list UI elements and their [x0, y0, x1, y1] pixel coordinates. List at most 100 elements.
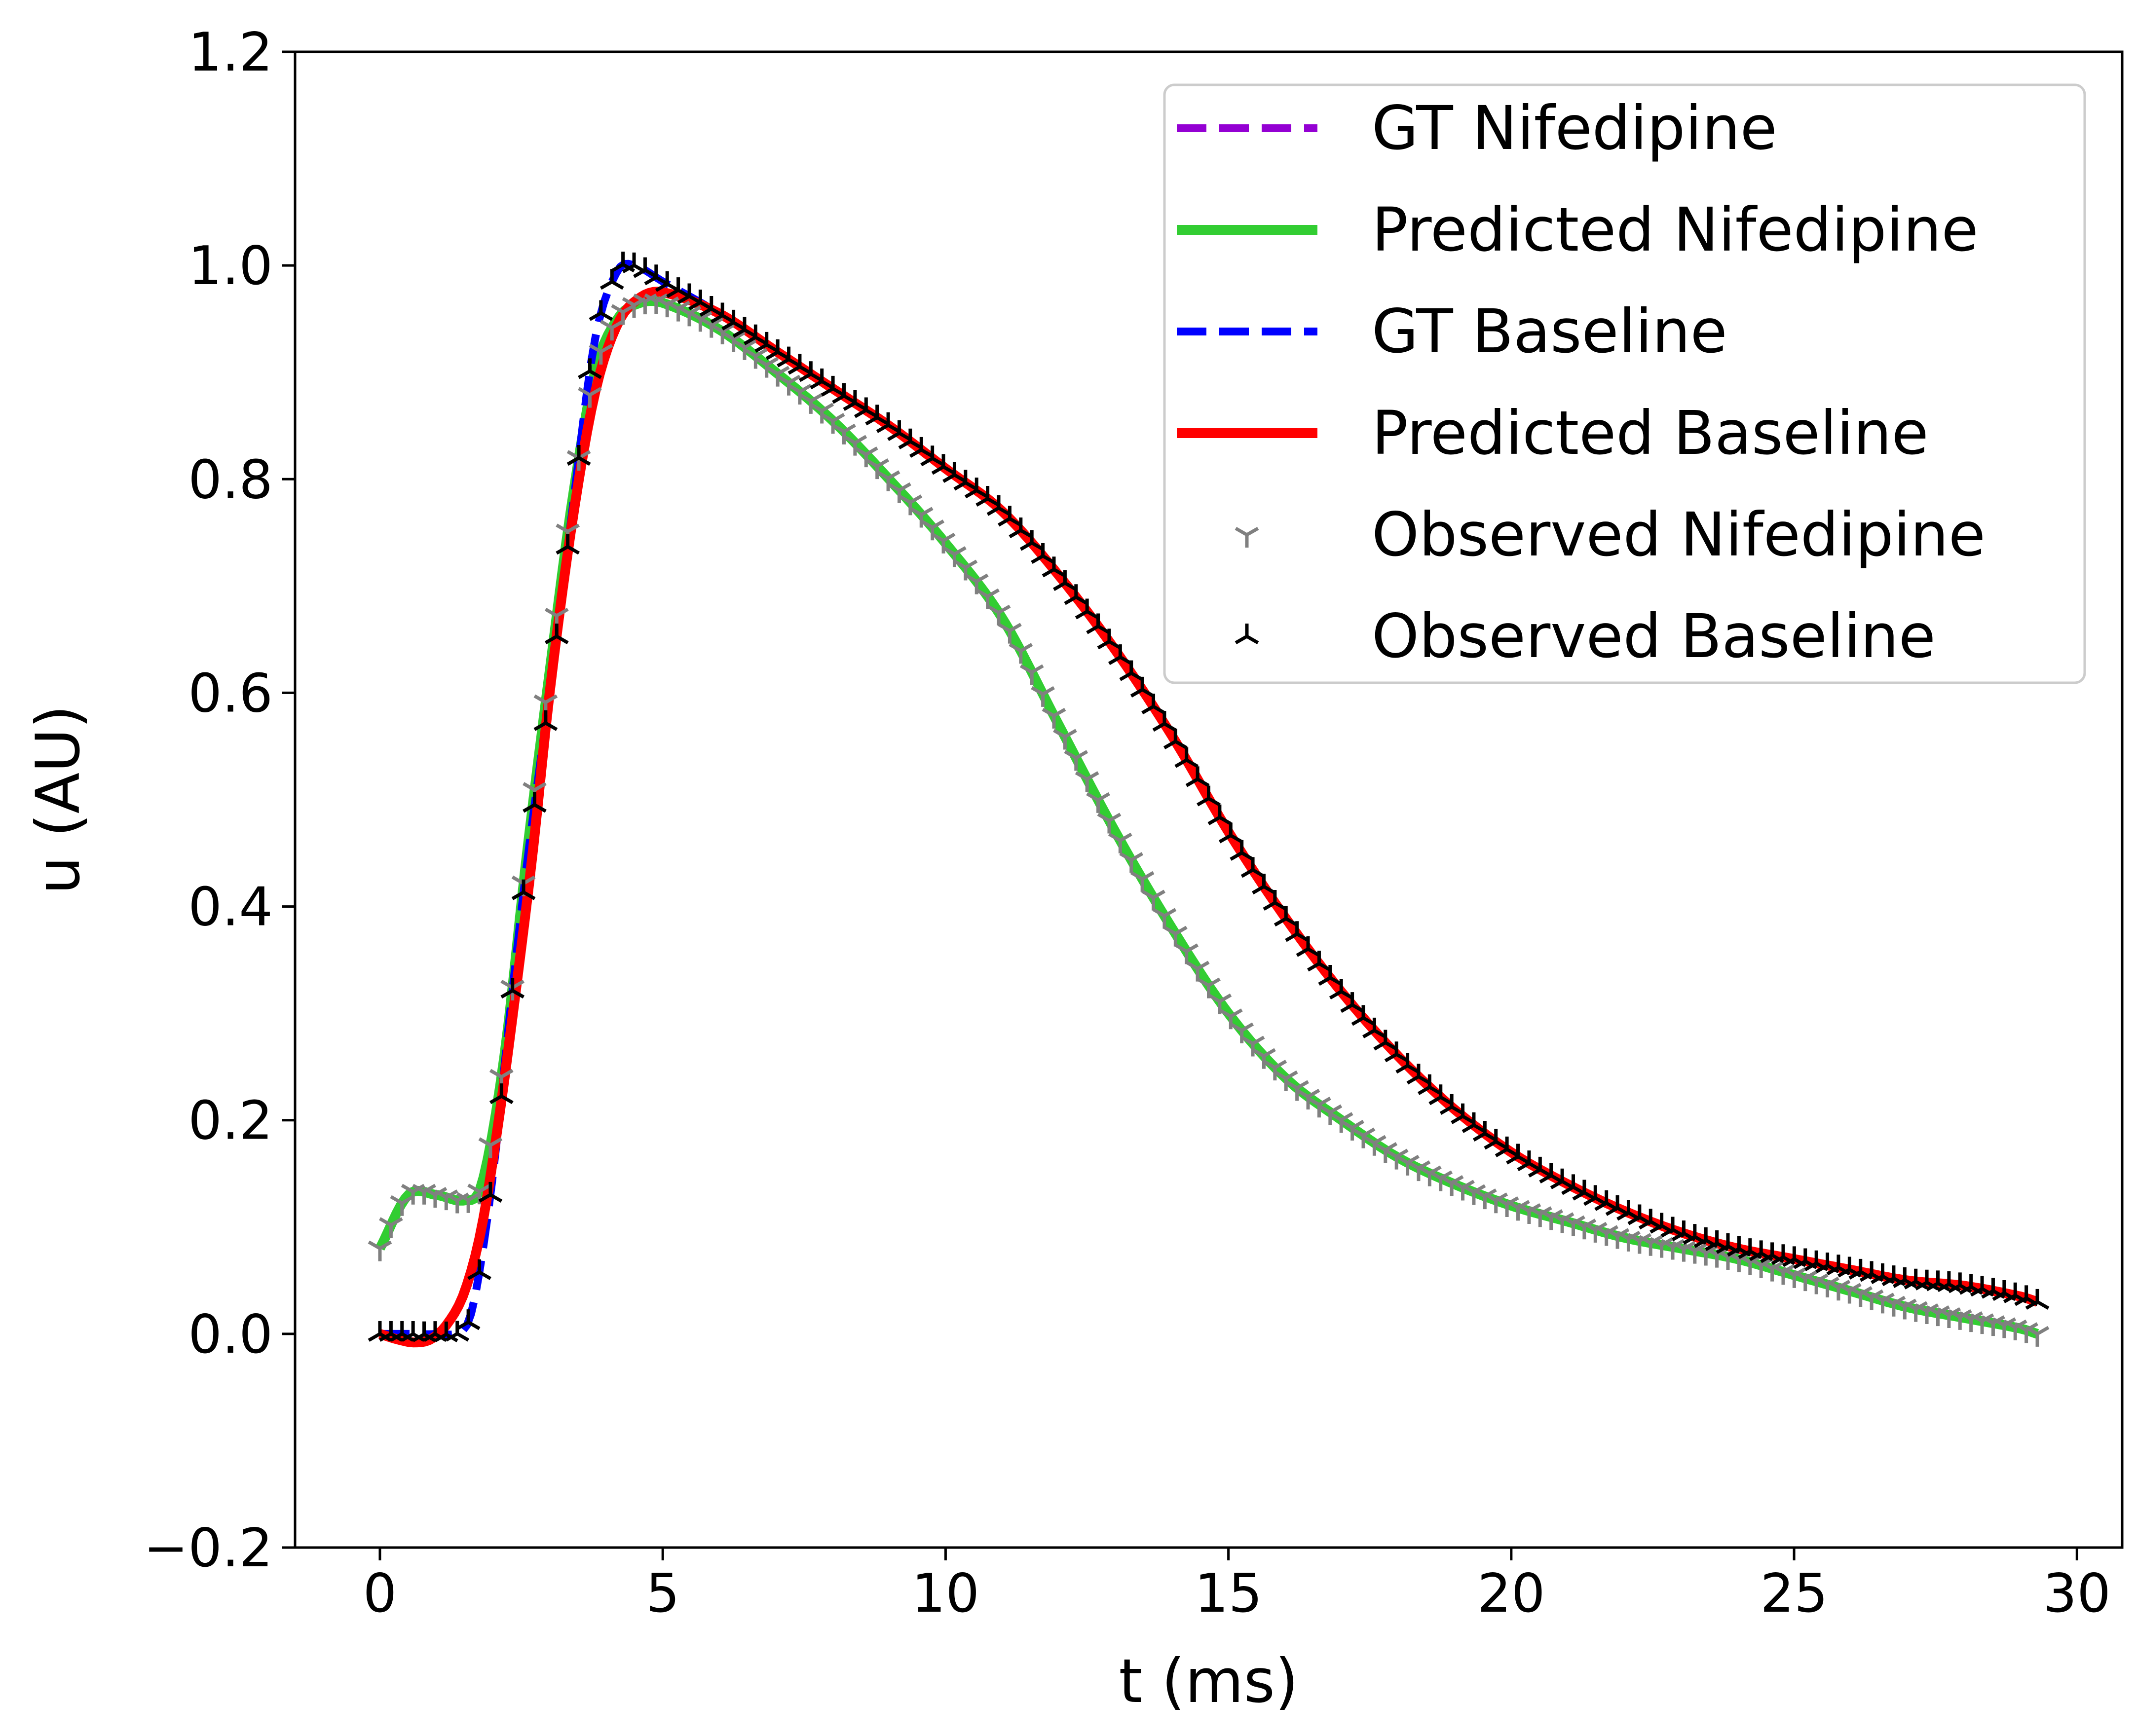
data-point — [920, 519, 945, 541]
data-point — [1660, 1239, 1685, 1260]
data-point — [821, 413, 845, 434]
data-point — [1009, 643, 1033, 664]
data-point — [1992, 1280, 2017, 1301]
data-point — [1152, 908, 1177, 929]
data-point — [1848, 1258, 1873, 1280]
y-tick-label: 0.4 — [188, 877, 273, 938]
data-point — [1981, 1278, 2005, 1299]
series-observed-nifedipine — [368, 293, 2050, 1347]
data-point — [600, 269, 624, 290]
data-point — [1461, 1112, 1486, 1133]
legend-label: GT Nifedipine — [1372, 93, 1777, 163]
x-tick-label: 10 — [912, 1563, 979, 1625]
y-tick-label: 1.0 — [188, 235, 273, 297]
data-point — [787, 354, 812, 375]
data-point — [1097, 628, 1122, 650]
data-point — [1362, 1017, 1387, 1038]
data-point — [1418, 1074, 1442, 1095]
data-point — [523, 792, 547, 813]
data-point — [798, 393, 823, 414]
data-point — [1053, 729, 1077, 750]
y-axis-ticks: −0.2 0.0 0.2 0.4 0.6 0.8 1.0 1.2 — [144, 22, 295, 1579]
data-point — [1263, 889, 1287, 911]
x-axis-ticks: 0 5 10 15 20 25 30 — [363, 1548, 2111, 1625]
data-point — [1130, 676, 1155, 698]
data-point — [1130, 871, 1155, 892]
data-point — [467, 1259, 491, 1280]
data-point — [1959, 1311, 1984, 1332]
data-point — [942, 462, 967, 483]
data-point — [368, 1240, 392, 1261]
data-point — [1163, 728, 1188, 750]
y-tick-label: 0.6 — [188, 663, 273, 724]
data-point — [1693, 1245, 1718, 1266]
data-point — [1218, 822, 1243, 844]
data-point — [633, 257, 657, 278]
data-point — [964, 478, 989, 499]
data-point — [1406, 1064, 1431, 1085]
data-point — [887, 420, 911, 442]
x-tick-label: 20 — [1477, 1563, 1545, 1625]
legend-marker — [1235, 624, 1259, 645]
data-point — [1207, 804, 1232, 825]
data-point — [1871, 1263, 1895, 1284]
data-point — [2025, 1326, 2050, 1347]
data-point — [478, 1182, 503, 1203]
data-point — [1948, 1309, 1972, 1330]
x-axis-label: t (ms) — [1119, 1646, 1298, 1716]
data-point — [1042, 707, 1066, 729]
data-point — [1937, 1307, 1961, 1328]
data-point — [975, 485, 1000, 507]
data-point — [1075, 598, 1099, 620]
y-tick-label: 0.0 — [188, 1304, 273, 1366]
data-point — [898, 428, 923, 449]
data-point — [1649, 1237, 1674, 1258]
data-point — [953, 559, 978, 581]
data-point — [578, 358, 602, 379]
data-point — [821, 375, 845, 397]
data-point — [1207, 993, 1232, 1014]
data-point — [754, 332, 779, 353]
data-point — [765, 339, 790, 360]
data-point — [1428, 1084, 1453, 1106]
data-point — [644, 264, 669, 286]
data-point — [1970, 1313, 1994, 1334]
series-observed-baseline — [368, 252, 2050, 1342]
data-point — [2025, 1289, 2050, 1310]
data-point — [920, 445, 945, 467]
data-point — [1472, 1120, 1497, 1142]
data-point — [1141, 694, 1165, 715]
data-point — [1826, 1255, 1851, 1276]
data-point — [1163, 925, 1188, 947]
data-point — [1451, 1103, 1475, 1124]
data-point — [854, 397, 878, 418]
legend-frame — [1163, 83, 2086, 684]
data-point — [1119, 852, 1144, 873]
data-point — [843, 390, 867, 411]
data-point — [1119, 660, 1144, 681]
data-point — [964, 573, 989, 594]
data-point — [1086, 613, 1110, 634]
legend-entry: Predicted Baseline — [1177, 398, 1929, 468]
data-point — [1019, 664, 1044, 685]
data-point — [1318, 965, 1343, 986]
y-tick-label: −0.2 — [144, 1517, 273, 1579]
data-point — [1285, 921, 1310, 942]
legend-label: Predicted Baseline — [1372, 398, 1929, 468]
legend-entry: Observed Baseline — [1235, 601, 1936, 671]
y-tick-label: 0.8 — [188, 449, 273, 511]
data-point — [533, 710, 558, 731]
data-point — [1185, 766, 1210, 787]
data-point — [1484, 1129, 1508, 1150]
data-point — [1218, 1008, 1243, 1030]
data-point — [511, 879, 536, 900]
data-point — [489, 1083, 514, 1105]
data-point — [732, 317, 757, 338]
data-point — [931, 532, 956, 554]
data-point — [1395, 1053, 1420, 1074]
data-point — [1042, 556, 1066, 578]
x-tick-label: 30 — [2043, 1563, 2111, 1625]
data-point — [1064, 750, 1088, 771]
data-point — [390, 1195, 414, 1216]
